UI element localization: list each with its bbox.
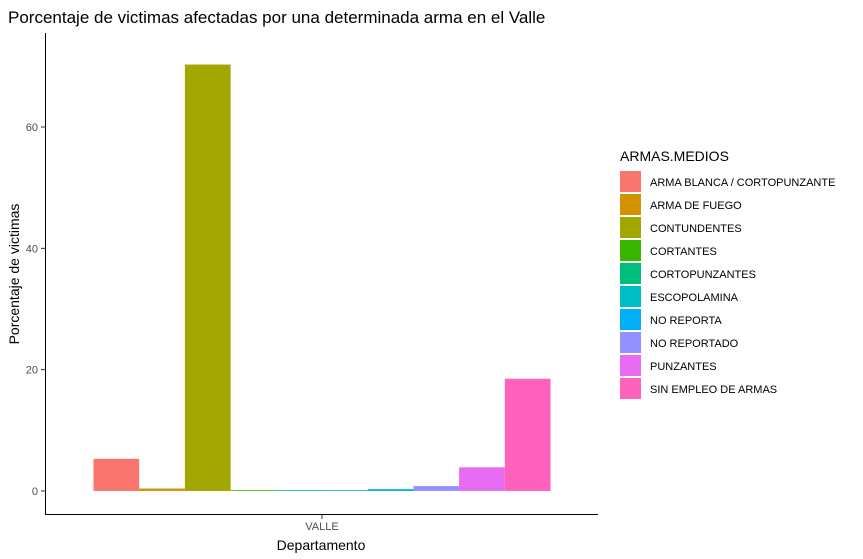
bar: [276, 490, 322, 491]
y-axis-title: Porcentaje de victimas: [6, 204, 22, 345]
bar: [139, 488, 185, 491]
legend-swatch: [620, 332, 641, 353]
plot-area: [93, 64, 551, 491]
legend-label: SIN EMPLEO DE ARMAS: [650, 384, 777, 396]
legend-label: NO REPORTADO: [650, 338, 739, 350]
legend-label: NO REPORTA: [650, 315, 722, 327]
bar: [184, 64, 231, 491]
legend-label: CONTUNDENTES: [650, 223, 742, 235]
x-tick-label: VALLE: [305, 521, 338, 533]
bar: [367, 489, 414, 491]
chart-title: Porcentaje de victimas afectadas por una…: [8, 8, 545, 27]
y-tick-label: 20: [26, 365, 38, 377]
bar: [504, 378, 551, 491]
legend-label: ARMA BLANCA / CORTOPUNZANTE: [650, 177, 835, 189]
y-tick-label: 0: [32, 486, 38, 498]
y-axis-ticks: 0 20 40 60: [26, 122, 46, 498]
legend-swatch: [620, 378, 641, 399]
legend-swatch: [620, 171, 641, 192]
legend-label: PUNZANTES: [650, 361, 717, 373]
legend-swatch: [620, 286, 641, 307]
legend-swatch: [620, 217, 641, 238]
legend-label: CORTOPUNZANTES: [650, 269, 756, 281]
legend-title: ARMAS.MEDIOS: [620, 148, 729, 164]
legend-label: ESCOPOLAMINA: [650, 292, 739, 304]
legend-label: CORTANTES: [650, 246, 717, 258]
x-axis-title: Departamento: [277, 537, 366, 553]
bar: [459, 467, 505, 491]
bar: [322, 490, 368, 491]
x-axis-ticks: VALLE: [305, 514, 339, 533]
legend-label: ARMA DE FUEGO: [650, 200, 742, 212]
legend-swatch: [620, 194, 641, 215]
legend: ARMAS.MEDIOS ARMA BLANCA / CORTOPUNZANTE…: [620, 148, 835, 399]
legend-swatch: [620, 309, 641, 330]
bar: [413, 486, 460, 491]
legend-swatch: [620, 263, 641, 284]
legend-swatch: [620, 240, 641, 261]
bar: [230, 490, 277, 491]
bar: [93, 458, 140, 491]
y-tick-label: 60: [26, 122, 38, 134]
legend-swatch: [620, 355, 641, 376]
y-tick-label: 40: [26, 243, 38, 255]
